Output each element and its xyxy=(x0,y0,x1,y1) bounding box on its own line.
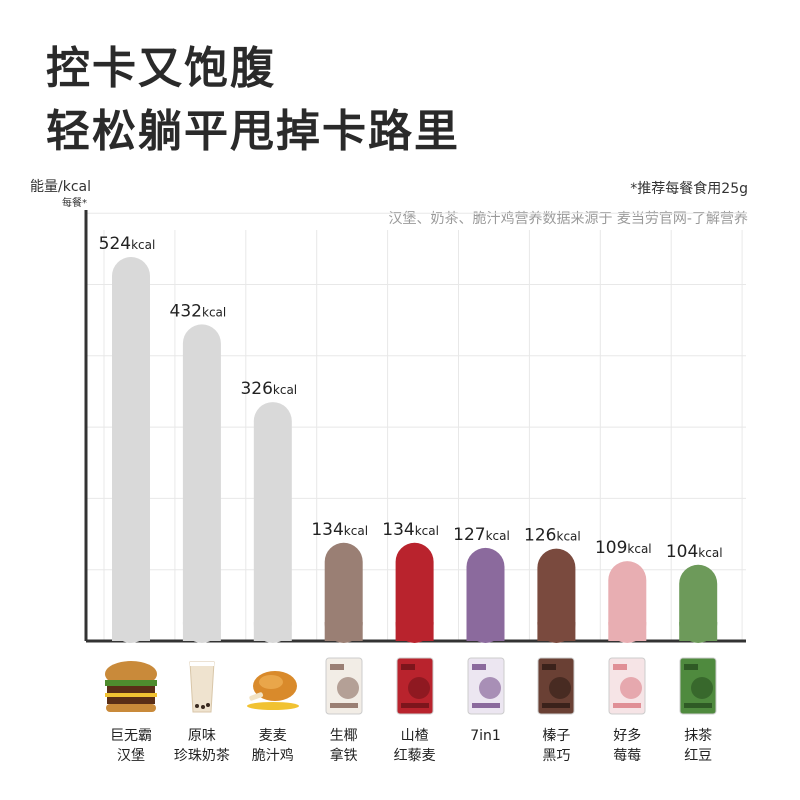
category-label-line: 榛子 xyxy=(542,728,571,744)
bar-base-6 xyxy=(466,622,505,641)
snack-bag-icon xyxy=(666,656,730,716)
value-label-3: 326kcal xyxy=(240,379,297,399)
bar-5 xyxy=(395,542,434,643)
bar-7 xyxy=(537,548,576,643)
snack-bag-icon xyxy=(454,656,518,716)
headline-line-1: 控卡又饱腹 xyxy=(46,43,276,94)
data-source-note: 汉堡、奶茶、脆汁鸡营养数据来源于 麦当劳官网-了解营养 xyxy=(388,211,748,227)
snack-bag-icon xyxy=(524,656,588,716)
value-label-8: 109kcal xyxy=(595,538,652,558)
category-label-line: 原味 xyxy=(187,728,216,744)
category-label-line: 珍珠奶茶 xyxy=(173,748,230,764)
bar-6 xyxy=(466,547,505,643)
y-axis-label: 能量/kcal xyxy=(30,179,91,195)
bar-3 xyxy=(253,402,292,643)
bar-base-2 xyxy=(182,622,221,641)
value-label-1: 524kcal xyxy=(99,234,156,254)
category-label-line: 汉堡 xyxy=(117,748,145,764)
bar-base-3 xyxy=(253,622,292,641)
bar-2 xyxy=(182,324,221,643)
value-label-5: 134kcal xyxy=(382,520,439,540)
category-label-line: 好多 xyxy=(613,728,642,744)
snack-bag-icon xyxy=(383,656,447,716)
y-axis-sublabel: 每餐* xyxy=(62,198,87,209)
bar-base-7 xyxy=(537,622,576,641)
category-label-3: 麦麦 脆汁鸡 xyxy=(233,726,313,766)
bar-base-5 xyxy=(395,622,434,641)
value-label-4: 134kcal xyxy=(311,520,368,540)
category-label-4: 生椰 拿铁 xyxy=(304,726,384,766)
value-label-2: 432kcal xyxy=(170,301,227,321)
category-label-line: 黑巧 xyxy=(542,748,571,764)
category-label-line: 脆汁鸡 xyxy=(251,748,294,764)
category-label-1: 巨无霸 汉堡 xyxy=(91,726,171,766)
category-label-2: 原味 珍珠奶茶 xyxy=(162,726,242,766)
category-label-line: 巨无霸 xyxy=(110,728,152,744)
bar-base-8 xyxy=(608,622,647,641)
category-label-line: 生椰 xyxy=(329,728,358,744)
bar-base-4 xyxy=(324,622,363,641)
bar-base-9 xyxy=(679,622,718,641)
category-label-line: 红豆 xyxy=(684,748,713,764)
category-label-line: 7in1 xyxy=(470,728,501,744)
category-label-line: 抹茶 xyxy=(684,728,713,744)
bar-1 xyxy=(112,257,150,643)
snack-bag-icon xyxy=(312,656,376,716)
serving-note: *推荐每餐食用25g xyxy=(630,181,748,197)
value-label-9: 104kcal xyxy=(666,542,723,562)
category-label-8: 好多 莓莓 xyxy=(587,726,667,766)
milk-tea-icon xyxy=(170,656,234,716)
headline-line-2: 轻松躺平甩掉卡路里 xyxy=(46,106,460,157)
value-label-7: 126kcal xyxy=(524,526,581,546)
burger-icon xyxy=(99,656,163,716)
category-label-line: 拿铁 xyxy=(329,748,358,764)
fried-chicken-icon xyxy=(241,656,305,716)
bar-base-1 xyxy=(112,622,150,641)
bar-4 xyxy=(324,542,363,643)
category-label-7: 榛子 黑巧 xyxy=(516,726,596,766)
category-label-5: 山楂 红藜麦 xyxy=(375,726,455,766)
category-label-line: 麦麦 xyxy=(258,728,287,744)
category-label-line: 红藜麦 xyxy=(393,748,436,764)
value-label-6: 127kcal xyxy=(453,525,510,545)
category-label-line: 莓莓 xyxy=(613,748,642,764)
category-label-line: 山楂 xyxy=(400,728,429,744)
snack-bag-icon xyxy=(595,656,659,716)
category-label-9: 抹茶 红豆 xyxy=(658,726,738,766)
category-label-6: 7in1 xyxy=(446,726,526,746)
